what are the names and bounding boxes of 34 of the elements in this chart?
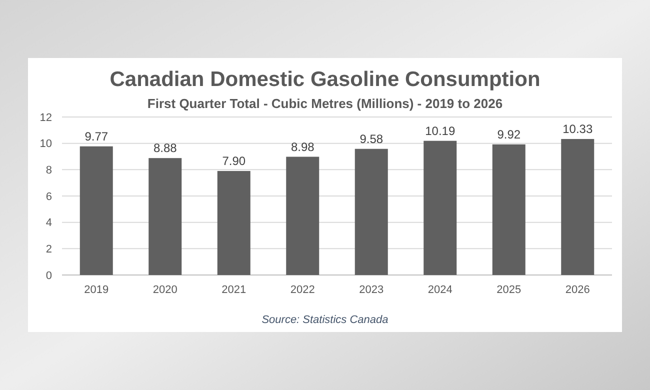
bar [80, 146, 113, 275]
data-label: 7.90 [222, 154, 246, 168]
y-tick-label: 6 [46, 190, 52, 203]
bar [217, 170, 250, 275]
bar [286, 156, 320, 275]
x-tick-label: 2022 [290, 284, 315, 296]
bar [354, 148, 388, 275]
bar [148, 158, 182, 275]
y-tick-label: 2 [46, 244, 52, 256]
bar [492, 144, 526, 275]
bar [561, 138, 594, 275]
chart-title: Canadian Domestic Gasoline Consumption [110, 68, 540, 91]
data-label: 8.88 [153, 141, 178, 156]
x-tick-label: 2023 [359, 284, 384, 296]
chart-subtitle: First Quarter Total - Cubic Metres (Millions) - 2019 to 2026 [147, 96, 503, 111]
y-tick-label: 0 [46, 270, 52, 282]
y-tick-label: 10 [40, 138, 52, 150]
x-tick-label: 2021 [222, 284, 246, 296]
x-tick-label: 2026 [565, 284, 590, 296]
x-tick-label: 2024 [428, 284, 452, 296]
x-tick-label: 2020 [152, 284, 178, 296]
y-tick-label: 8 [46, 164, 52, 177]
data-label: 9.92 [497, 127, 521, 142]
data-label: 9.58 [360, 132, 384, 146]
data-label: 9.77 [84, 129, 108, 144]
y-tick-label: 12 [40, 112, 52, 124]
data-label: 10.33 [562, 122, 593, 136]
data-label: 8.98 [290, 140, 315, 154]
x-tick-label: 2019 [84, 284, 109, 296]
y-tick-label: 4 [46, 217, 52, 230]
source-note: Source: Statistics Canada [262, 314, 388, 326]
bar [424, 140, 457, 275]
x-tick-label: 2025 [496, 284, 522, 296]
data-label: 10.19 [425, 124, 456, 138]
